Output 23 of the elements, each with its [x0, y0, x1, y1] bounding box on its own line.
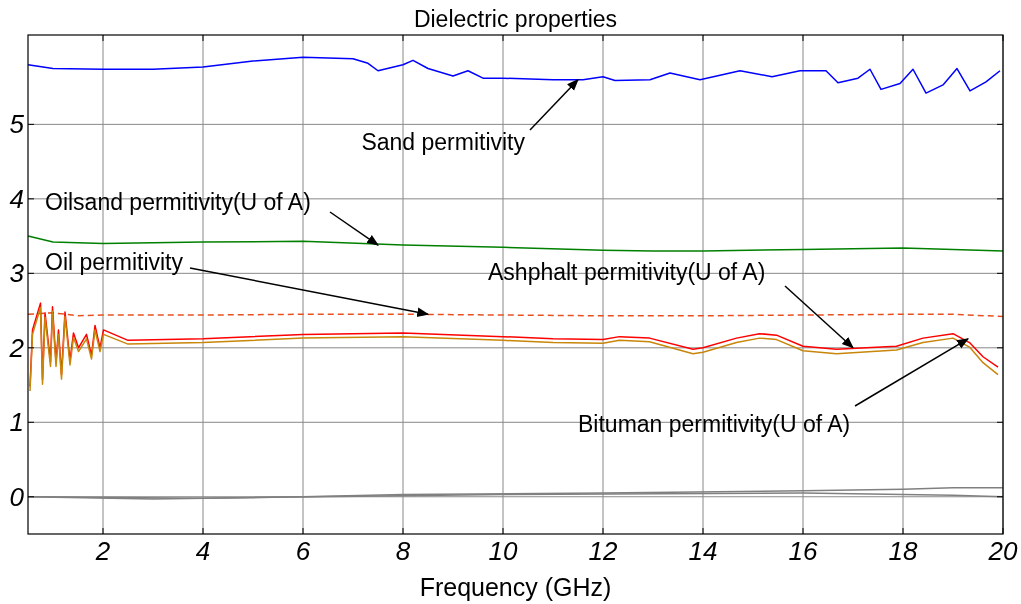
- y-tick-label: 0: [9, 481, 25, 512]
- y-tick-label: 4: [9, 183, 24, 214]
- x-axis-title: Frequency (GHz): [419, 573, 612, 601]
- x-tick-label: 8: [395, 536, 411, 566]
- x-tick-label: 12: [588, 536, 618, 566]
- y-tick-label: 3: [9, 258, 25, 289]
- chart-title: Dielectric properties: [413, 6, 618, 32]
- x-tick-label: 4: [195, 536, 211, 566]
- annotation: Bituman permitivity(U of A): [578, 411, 851, 437]
- x-tick-label: 14: [688, 536, 718, 566]
- annotation: Sand permitivity: [361, 129, 526, 155]
- x-tick-label: 20: [987, 536, 1018, 566]
- x-tick-label: 18: [888, 536, 918, 566]
- annotation: Oilsand permitivity(U of A): [45, 189, 311, 215]
- annotation: Ashphalt permitivity(U of A): [488, 259, 766, 285]
- x-tick-label: 6: [295, 536, 311, 566]
- x-tick-label: 10: [488, 536, 518, 566]
- y-tick-label: 1: [9, 407, 24, 438]
- x-tick-label: 16: [788, 536, 818, 566]
- y-tick-label: 5: [9, 109, 25, 140]
- x-tick-label: 2: [94, 536, 111, 566]
- y-tick-label: 2: [8, 332, 25, 363]
- annotation: Oil permitivity: [45, 249, 184, 275]
